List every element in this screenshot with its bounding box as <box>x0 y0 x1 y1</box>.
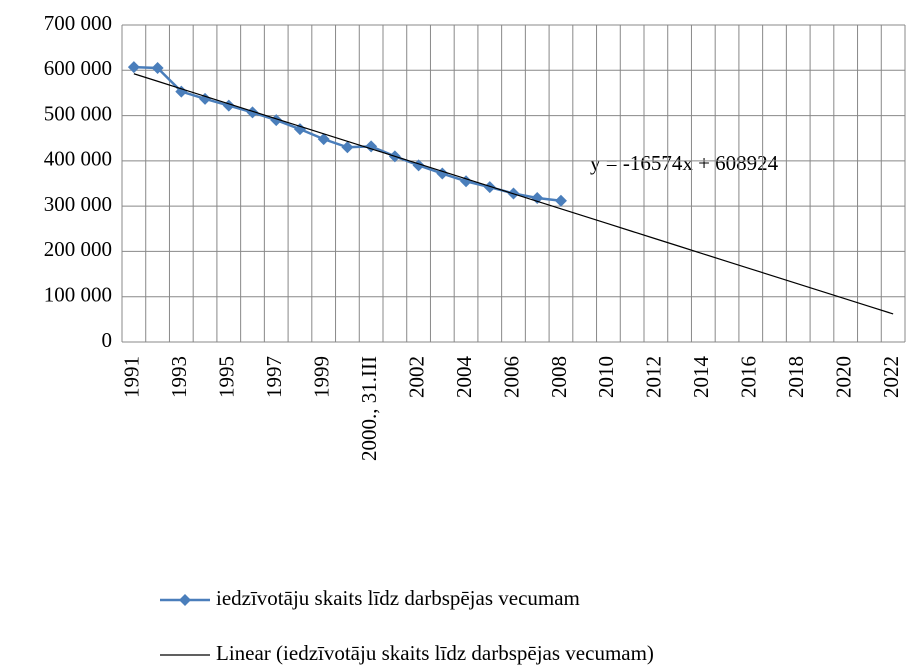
y-tick-label: 600 000 <box>44 56 112 80</box>
data-point <box>293 123 306 136</box>
y-tick-label: 0 <box>102 328 113 352</box>
series-line <box>133 73 894 315</box>
x-tick-label: 2000., 31.III <box>357 356 381 461</box>
x-tick-label: 1999 <box>309 356 333 398</box>
x-tick-label: 2020 <box>831 356 855 398</box>
x-tick-label: 2008 <box>547 356 571 398</box>
y-tick-label: 100 000 <box>44 283 112 307</box>
data-point <box>554 194 567 207</box>
data-point <box>175 85 188 98</box>
x-tick-label: 2010 <box>594 356 618 398</box>
legend-label: iedzīvotāju skaits līdz darbspējas vecum… <box>216 586 580 610</box>
x-tick-label: 1993 <box>167 356 191 398</box>
y-tick-label: 200 000 <box>44 237 112 261</box>
y-tick-label: 300 000 <box>44 192 112 216</box>
data-point <box>151 62 164 75</box>
data-point <box>270 114 283 127</box>
legend-label: Linear (iedzīvotāju skaits līdz darbspēj… <box>216 641 654 665</box>
data-point <box>127 61 140 74</box>
trend-equation: y = -16574x + 608924 <box>590 151 779 175</box>
x-tick-label: 2012 <box>642 356 666 398</box>
data-point <box>317 133 330 146</box>
y-tick-label: 400 000 <box>44 147 112 171</box>
y-tick-label: 500 000 <box>44 101 112 125</box>
data-point <box>246 106 259 119</box>
y-tick-label: 700 000 <box>44 11 112 35</box>
x-tick-label: 2006 <box>499 356 523 398</box>
x-tick-label: 2004 <box>452 356 476 399</box>
x-tick-label: 1997 <box>262 356 286 398</box>
legend-marker <box>179 594 191 606</box>
data-point <box>483 181 496 194</box>
x-tick-label: 2002 <box>404 356 428 398</box>
series-line <box>133 65 562 202</box>
x-tick-label: 2016 <box>737 356 761 398</box>
x-tick-label: 1991 <box>120 356 144 398</box>
data-point <box>436 167 449 180</box>
x-tick-label: 2014 <box>689 356 713 399</box>
x-tick-label: 2018 <box>784 356 808 398</box>
data-point <box>341 141 354 154</box>
x-tick-label: 2022 <box>879 356 903 398</box>
x-tick-label: 1995 <box>215 356 239 398</box>
